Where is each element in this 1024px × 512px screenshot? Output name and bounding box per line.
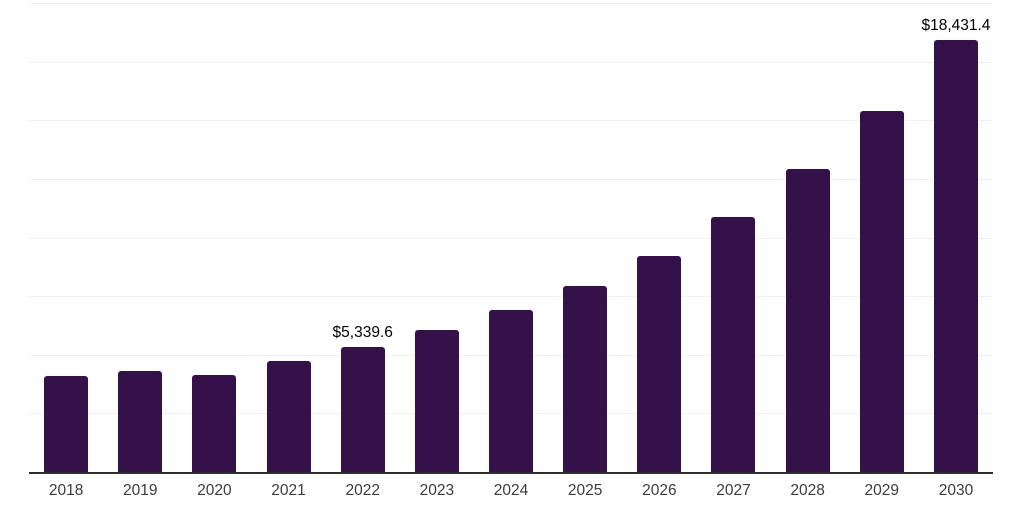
x-axis-label-2018: 2018 (48, 482, 84, 499)
bar-2027[interactable] (711, 217, 756, 472)
gridline (29, 178, 993, 180)
bar-group-2030: $18,431.4 (919, 3, 993, 472)
bar-2026[interactable] (637, 256, 682, 472)
bar-2019[interactable] (118, 370, 163, 472)
gridline (29, 120, 993, 122)
bar-2024[interactable] (489, 309, 534, 472)
x-axis-label-2027: 2027 (716, 482, 751, 499)
x-axis-line (29, 472, 993, 474)
bar-group-2023 (400, 3, 474, 472)
bar-2021[interactable] (266, 360, 311, 472)
bar-2030[interactable]: $18,431.4 (921, 17, 990, 472)
bar-2028[interactable] (785, 168, 830, 472)
bar-2029[interactable] (859, 110, 904, 472)
bar-group-2024 (474, 3, 548, 472)
bar-group-2026 (622, 3, 696, 472)
x-axis-label-2020: 2020 (197, 482, 232, 499)
x-axis-label-2026: 2026 (642, 482, 677, 499)
bar-group-2029 (845, 3, 919, 472)
bar-2023[interactable] (414, 330, 459, 472)
data-label-2030: $18,431.4 (921, 16, 991, 34)
gridline (29, 3, 993, 4)
data-label-2022: $5,339.6 (332, 323, 393, 341)
x-axis-label-2021: 2021 (271, 482, 306, 499)
bar-group-2018 (29, 3, 103, 472)
bar-2022[interactable]: $5,339.6 (333, 324, 393, 472)
bar-group-2022: $5,339.6 (326, 3, 400, 472)
plot-area: $5,339.6 $18,431.4 (29, 3, 993, 474)
bar-group-2021 (251, 3, 325, 472)
x-axis: 2018 2019 2020 2021 2022 2023 2024 2025 2026 2027… (29, 482, 993, 500)
bar-group-2028 (771, 3, 845, 472)
bar-2018[interactable] (44, 375, 89, 472)
bar-group-2025 (548, 3, 622, 472)
x-axis-label-2030: 2030 (938, 482, 974, 499)
bar-group-2027 (696, 3, 770, 472)
x-axis-label-2024: 2024 (493, 482, 529, 499)
x-axis-label-2022: 2022 (345, 482, 380, 499)
bar-group-2020 (177, 3, 251, 472)
x-axis-label-2029: 2029 (864, 482, 900, 499)
bar-2020[interactable] (192, 374, 237, 472)
bar-2025[interactable] (563, 286, 608, 472)
x-axis-label-2025: 2025 (567, 482, 603, 499)
gridline (29, 61, 993, 63)
bar-series: $5,339.6 $18,431.4 (29, 3, 993, 472)
x-axis-label-2023: 2023 (419, 482, 455, 499)
x-axis-label-2019: 2019 (122, 482, 158, 499)
gridline (29, 296, 993, 298)
gridline (29, 237, 993, 239)
x-axis-label-2028: 2028 (790, 482, 825, 499)
bar-group-2019 (103, 3, 177, 472)
